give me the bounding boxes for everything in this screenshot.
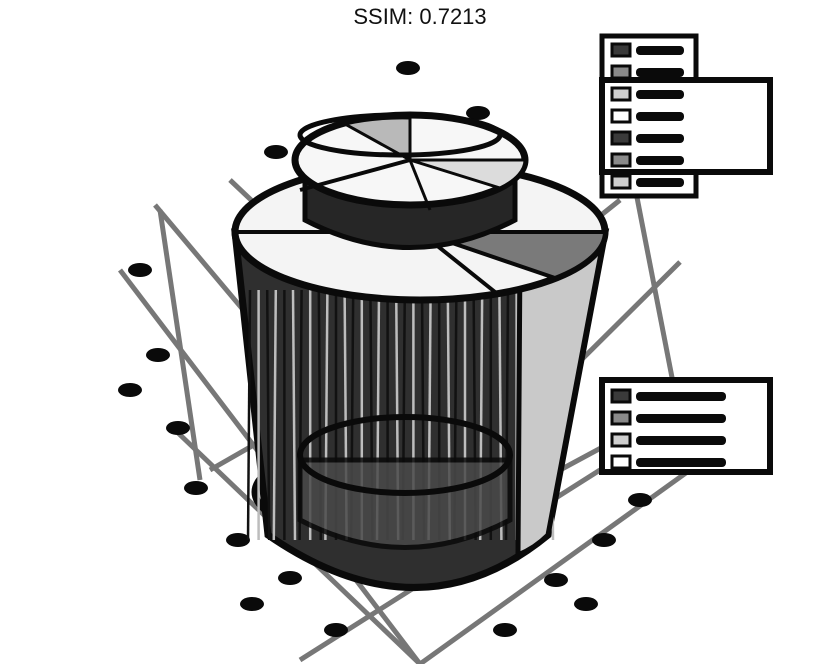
legend-entry-blob [636,46,684,55]
legend-swatch [610,108,632,124]
tick-mark [544,573,568,587]
tick-mark [396,61,420,75]
legend-entry-blob [636,414,726,423]
legend-entry-blob [636,436,726,445]
legend-entry-blob [636,392,726,401]
legend-swatch [610,42,632,58]
tick-mark [166,421,190,435]
legend-entry-blob [636,134,684,143]
legend-swatch [610,432,632,448]
legend-entry-blob [636,178,684,187]
tick-mark [128,263,152,277]
inner-lower-ring [297,414,513,550]
legend-top [599,33,773,199]
legend-swatch [610,388,632,404]
tick-mark [240,597,264,611]
tick-mark [146,348,170,362]
tick-mark [226,533,250,547]
legend-swatch [610,86,632,102]
legend-swatch [610,410,632,426]
legend-swatch [610,130,632,146]
cylinder-stripe [246,289,252,541]
cylinder-stripe [272,289,278,541]
page-title: SSIM: 0.7213 [353,4,487,29]
tick-mark [592,533,616,547]
legend-entry-blob [636,90,684,99]
legend-top-entries [610,42,684,190]
legend-mid [599,377,773,475]
legend-swatch [610,454,632,470]
cylinder-stripe [265,289,271,541]
legend-entry-blob [636,458,726,467]
legend-swatch [610,64,632,80]
legend-entry-blob [636,156,684,165]
tick-mark [493,623,517,637]
grid-line [157,209,203,481]
tick-mark [264,145,288,159]
tick-mark [324,623,348,637]
legend-swatch [610,152,632,168]
legend-entry-blob [636,112,684,121]
tick-mark [278,571,302,585]
tick-mark [184,481,208,495]
cylinder-stripe [291,289,297,541]
tick-mark [118,383,142,397]
tick-mark [574,597,598,611]
legend-swatch [610,174,632,190]
legend-entry-blob [636,68,684,77]
inner-ring [291,111,529,250]
tick-mark [466,106,490,120]
legend-mid-entries [610,388,726,470]
tick-mark [628,493,652,507]
